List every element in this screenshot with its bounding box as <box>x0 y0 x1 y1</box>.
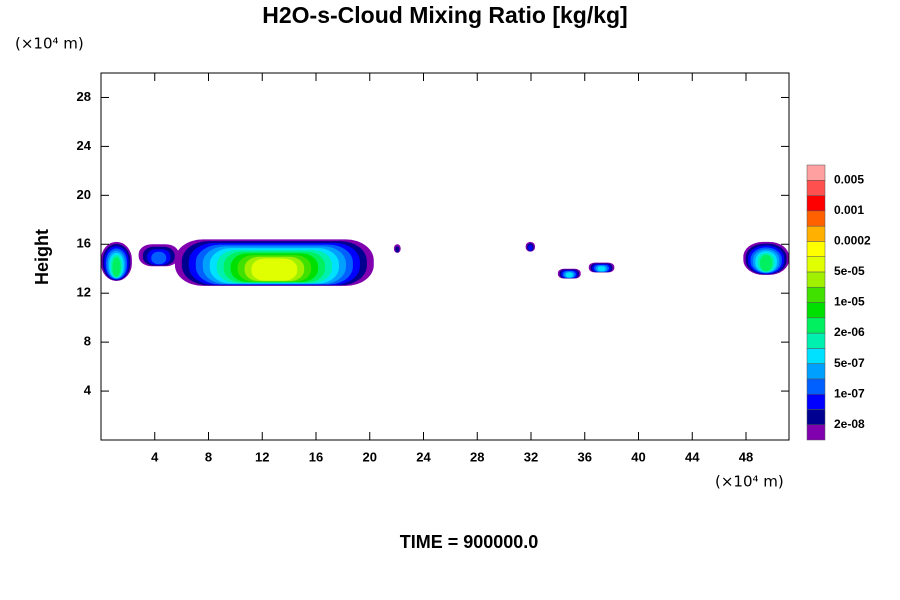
x-tick-label: 24 <box>416 449 431 464</box>
x-tick-label: 36 <box>578 449 592 464</box>
y-axis-label: Height <box>32 229 52 285</box>
y-tick-label: 8 <box>84 334 91 349</box>
x-tick-label: 16 <box>309 449 323 464</box>
colorbar-box <box>806 348 826 364</box>
x-unit: (×10⁴ m) <box>715 473 784 491</box>
chart-title: H2O-s-Cloud Mixing Ratio [kg/kg] <box>262 2 627 28</box>
x-tick-label: 8 <box>205 449 212 464</box>
colorbar-box <box>806 180 826 196</box>
y-tick-label: 12 <box>77 285 91 300</box>
colorbar-label: 0.005 <box>834 172 864 186</box>
colorbar-box <box>806 225 826 242</box>
colorbar-label: 0.001 <box>834 203 864 217</box>
colorbar-box <box>806 241 826 257</box>
x-tick-label: 32 <box>524 449 538 464</box>
colorbar-box <box>806 195 826 212</box>
colorbar-box <box>806 424 826 441</box>
cloud-level <box>760 254 773 272</box>
y-tick-label: 20 <box>77 187 91 202</box>
colorbar-box <box>806 378 826 395</box>
x-tick-label: 40 <box>631 449 645 464</box>
colorbar-box <box>806 317 826 334</box>
y-tick-label: 24 <box>77 138 92 153</box>
x-tick-label: 48 <box>739 449 753 464</box>
y-tick-label: 4 <box>84 383 92 398</box>
colorbar-box <box>806 302 826 319</box>
colorbar-label: 1e-07 <box>834 386 865 400</box>
y-unit: (×10⁴ m) <box>15 35 84 53</box>
colorbar-label: 2e-06 <box>834 325 865 339</box>
colorbar-box <box>806 271 826 288</box>
colorbar-box <box>806 363 826 380</box>
colorbar-box <box>806 210 826 227</box>
cloud-level <box>528 244 533 251</box>
x-tick-label: 44 <box>685 449 700 464</box>
colorbar-box <box>806 409 826 425</box>
plot-frame <box>100 72 790 441</box>
y-tick-label: 28 <box>77 89 91 104</box>
colorbar-box <box>806 286 826 303</box>
colorbar-box <box>806 332 826 349</box>
cloud-level <box>112 257 121 277</box>
x-tick-label: 28 <box>470 449 484 464</box>
x-tick-label: 4 <box>151 449 159 464</box>
cloud-level <box>251 258 298 281</box>
colorbar-label: 0.0002 <box>834 234 871 248</box>
y-tick-label: 16 <box>77 236 91 251</box>
colorbar-label: 5e-05 <box>834 264 865 278</box>
colorbar-box <box>806 393 826 410</box>
colorbar-box <box>806 256 826 273</box>
contour-field <box>101 239 789 286</box>
colorbar-box <box>806 164 826 181</box>
colorbar-label: 5e-07 <box>834 356 865 370</box>
cloud-level <box>395 246 400 253</box>
x-tick-label: 20 <box>363 449 377 464</box>
cloud-level <box>597 266 606 272</box>
footer: TIME = 900000.0 <box>400 532 539 552</box>
colorbar-label: 1e-05 <box>834 295 865 309</box>
cloud-level <box>565 272 573 278</box>
colorbar-label: 2e-08 <box>834 417 865 431</box>
x-tick-label: 12 <box>255 449 269 464</box>
cloud-level <box>151 251 167 265</box>
